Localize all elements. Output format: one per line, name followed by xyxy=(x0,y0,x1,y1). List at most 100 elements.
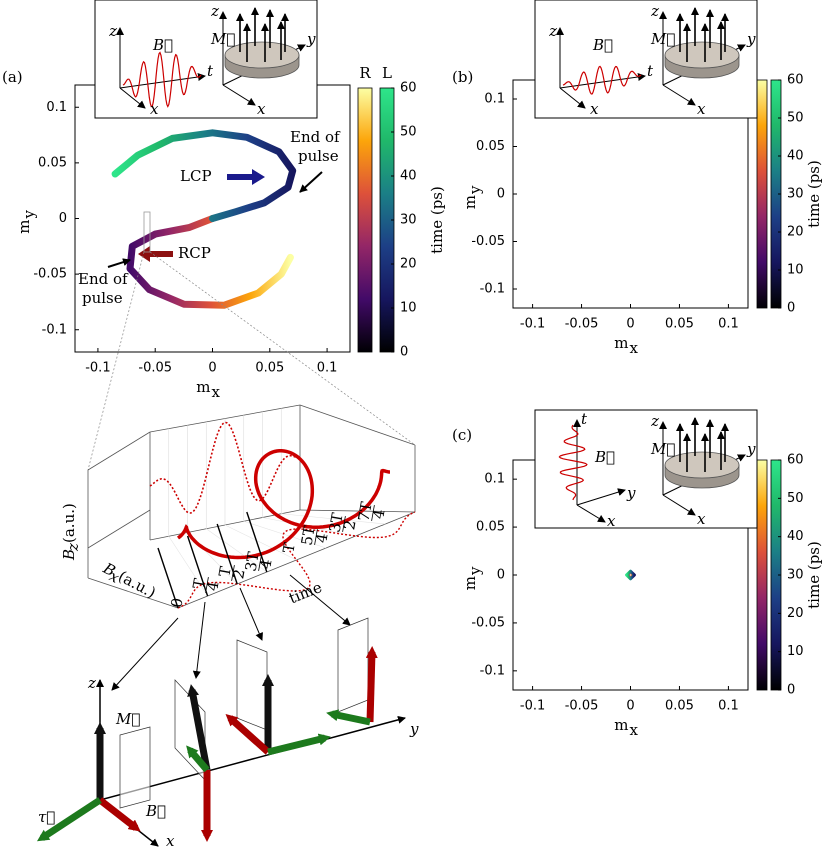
label: x xyxy=(150,100,159,118)
label: 2 xyxy=(340,519,359,532)
y-tick-label: -0.05 xyxy=(33,267,67,282)
label: y xyxy=(626,484,636,502)
y-tick-label: 0.05 xyxy=(38,155,67,170)
fraction-bar xyxy=(342,516,346,532)
vector-arrow xyxy=(36,797,102,842)
pointer xyxy=(239,587,263,641)
colorbar-tick-label: 20 xyxy=(787,606,804,621)
projection xyxy=(149,421,301,514)
colorbar-label: time (ps) xyxy=(805,160,823,228)
x-tick-label: 0.05 xyxy=(665,317,694,332)
label: 7T xyxy=(355,500,376,522)
annotation: End of xyxy=(290,128,341,146)
plane xyxy=(119,726,151,809)
line xyxy=(559,73,646,89)
label: time (ps) xyxy=(428,186,446,254)
label: t xyxy=(647,62,654,80)
inset: z t x B⃗ z M⃗ y x xyxy=(94,0,318,119)
colorbar xyxy=(357,87,373,353)
legend-label: R xyxy=(359,64,371,82)
x-tick-label: -0.1 xyxy=(520,699,545,714)
colorbar-tick-label: 30 xyxy=(400,213,417,228)
pointer xyxy=(107,258,131,268)
label: 3T xyxy=(326,511,347,533)
pointer xyxy=(192,601,206,679)
line xyxy=(662,84,696,106)
vector-arrow xyxy=(267,733,331,756)
label: time xyxy=(286,578,324,607)
lcp-arrow xyxy=(227,169,265,185)
colorbar-tick-label: 10 xyxy=(787,644,804,659)
colorbar-tick-label: 10 xyxy=(400,301,417,316)
box-edge xyxy=(299,509,416,513)
vector-arrow xyxy=(365,646,378,723)
time-label: time xyxy=(286,578,324,607)
y-tick-label: 0.1 xyxy=(46,100,67,115)
label: t xyxy=(581,410,588,428)
x-tick-label: -0.05 xyxy=(565,317,599,332)
z-axis-label: Bz(a.u.) xyxy=(60,503,82,561)
plane xyxy=(337,617,369,713)
x-axis-label: Bx(a.u.) xyxy=(99,559,159,602)
panel-label: (c) xyxy=(452,426,472,444)
x-axis-label: m xyxy=(614,716,628,734)
x-tick-label: -0.05 xyxy=(138,361,172,376)
axis xyxy=(99,715,406,801)
colorbar-tick-label: 50 xyxy=(787,491,804,506)
y-tick-label: 0.1 xyxy=(484,472,505,487)
field-vector xyxy=(216,523,238,585)
annotation: pulse xyxy=(82,289,123,307)
label: m xyxy=(15,220,33,234)
rcp-arrow xyxy=(138,246,173,262)
trajectory xyxy=(625,569,636,581)
field-wave xyxy=(122,51,202,108)
time-tick-label: T4 xyxy=(189,577,223,593)
y-tick-label: -0.05 xyxy=(471,234,505,249)
colorbar-label: time (ps) xyxy=(428,186,446,254)
label: x xyxy=(257,100,266,118)
annotation: End of xyxy=(78,270,129,288)
line xyxy=(222,84,256,106)
axis-label: x xyxy=(166,832,175,849)
y-tick-label: -0.1 xyxy=(480,663,505,678)
colorbar-tick-label: 60 xyxy=(787,453,804,468)
label: y xyxy=(306,30,316,48)
axis-label: z xyxy=(87,674,96,692)
label: T xyxy=(189,577,208,590)
label: x xyxy=(697,510,706,528)
box-edge xyxy=(299,404,416,446)
colorbar-tick-label: 10 xyxy=(787,263,804,278)
label: x xyxy=(697,100,706,118)
colorbar-tick-label: 40 xyxy=(787,149,804,164)
colorbar-tick-label: 20 xyxy=(787,225,804,240)
vector-arrow xyxy=(225,713,271,755)
label: z xyxy=(650,2,659,20)
axis-label: y xyxy=(409,720,419,738)
line xyxy=(119,73,206,89)
label: B⃗ xyxy=(594,448,615,466)
field-helix xyxy=(176,449,390,560)
x-tick-label: 0 xyxy=(626,317,634,332)
colorbar xyxy=(756,459,768,691)
y-tick-label: -0.1 xyxy=(42,322,67,337)
colorbar-tick-label: 30 xyxy=(787,187,804,202)
annotation: RCP xyxy=(178,244,211,262)
label: (a.u.) xyxy=(115,567,159,602)
grid-line xyxy=(224,524,297,561)
colorbar xyxy=(756,79,768,309)
label: y xyxy=(466,185,484,195)
y-tick-label: 0 xyxy=(59,211,67,226)
x-axis-label-sub: x xyxy=(212,383,221,401)
legend-label: L xyxy=(382,64,392,82)
box-edge xyxy=(87,431,151,471)
grid-line xyxy=(281,513,386,525)
y-axis-label: my xyxy=(15,210,38,234)
fraction-bar xyxy=(258,555,262,571)
label: M⃗ xyxy=(650,30,675,48)
y-tick-label: 0 xyxy=(497,187,505,202)
trajectory xyxy=(111,129,297,222)
x-tick-label: 0 xyxy=(208,361,216,376)
colorbar-tick-label: 40 xyxy=(787,529,804,544)
grid-line xyxy=(243,520,327,549)
y-tick-label: -0.1 xyxy=(480,282,505,297)
